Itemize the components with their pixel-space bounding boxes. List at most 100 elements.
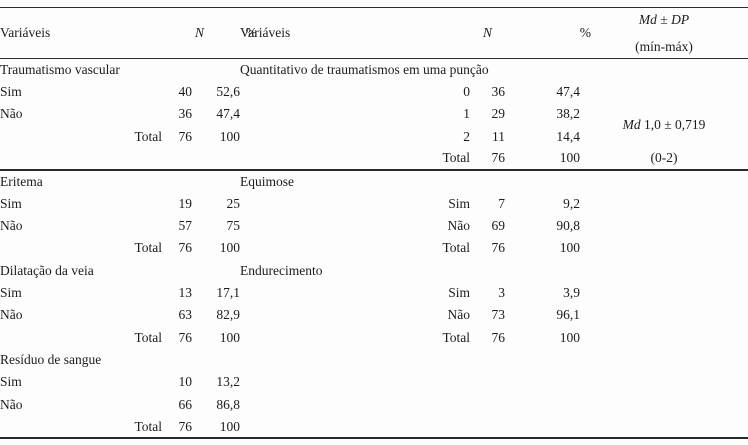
empty-cell xyxy=(240,349,470,371)
empty-cell xyxy=(470,349,505,371)
empty-cell xyxy=(580,215,748,237)
pct-value: 25 xyxy=(226,195,241,211)
section-title: Eritema xyxy=(0,173,43,189)
total-label: Total xyxy=(134,329,162,345)
total-label: Total xyxy=(442,329,470,345)
row-label: 1 xyxy=(463,106,470,122)
row-label: 2 xyxy=(463,128,470,144)
section-title: Equimose xyxy=(240,173,294,189)
n-value: 76 xyxy=(178,240,193,256)
empty-cell xyxy=(192,260,240,282)
n-value: 7 xyxy=(498,195,505,211)
row-label: Não xyxy=(0,106,23,122)
section-title: Resíduo de sangue xyxy=(0,352,102,368)
n-value: 76 xyxy=(491,240,506,256)
pct-value: 47,4 xyxy=(216,106,240,122)
total-label: Total xyxy=(134,128,162,144)
empty-cell xyxy=(240,371,470,393)
md-value: Md 1,0 ± 0,719 xyxy=(580,103,748,148)
pct-value: 86,8 xyxy=(216,396,240,412)
md-dp-label: Md ± DP xyxy=(638,12,690,27)
empty-cell xyxy=(192,170,240,192)
row-label: Não xyxy=(0,217,23,233)
n-value: 69 xyxy=(491,217,506,233)
empty-cell xyxy=(240,416,470,440)
n-value: 76 xyxy=(491,329,506,345)
n-value: 57 xyxy=(178,217,193,233)
n-header-label: N xyxy=(194,24,204,40)
n-value: 63 xyxy=(178,307,193,323)
n-value: 40 xyxy=(178,83,193,99)
col-header-pct-left: % xyxy=(192,7,257,59)
header-row: Variáveis N % Variáveis N % Md ± DP (mín… xyxy=(0,7,748,59)
n-value: 66 xyxy=(178,396,193,412)
table-row: Sim 10 13,2 xyxy=(0,371,748,393)
pct-value: 38,2 xyxy=(556,106,580,122)
n-value: 19 xyxy=(178,195,193,211)
n-value: 13 xyxy=(178,285,193,301)
row-label: Sim xyxy=(448,285,470,301)
section-title: Quantitativo de traumatismos em uma punç… xyxy=(240,61,489,77)
pct-value: 82,9 xyxy=(216,307,240,323)
empty-cell xyxy=(162,260,192,282)
col-header-variaveis-right: Variáveis xyxy=(240,7,470,59)
empty-cell xyxy=(162,147,192,172)
section-title: Endurecimento xyxy=(240,262,323,278)
empty-cell xyxy=(162,59,192,81)
pct-value: 14,4 xyxy=(556,128,580,144)
pct-value: 17,1 xyxy=(216,285,240,301)
empty-cell xyxy=(580,260,748,282)
pct-value: 100 xyxy=(219,329,240,345)
col-header-n-left: N xyxy=(162,7,204,59)
empty-cell xyxy=(470,416,505,440)
empty-cell xyxy=(505,394,580,416)
n-value: 76 xyxy=(470,147,505,172)
n-value: 76 xyxy=(178,329,193,345)
pct-value: 100 xyxy=(219,128,240,144)
empty-cell xyxy=(580,327,748,349)
n-header-label: N xyxy=(482,24,492,40)
empty-cell xyxy=(580,349,748,371)
table-row: Traumatismo vascular Quantitativo de tra… xyxy=(0,59,748,81)
n-value: 73 xyxy=(491,307,506,323)
pct-value: 13,2 xyxy=(216,374,240,390)
pct-value: 3,9 xyxy=(563,285,580,301)
table-row: Dilatação da veia Endurecimento xyxy=(0,260,748,282)
row-label: Não xyxy=(447,307,471,323)
empty-cell xyxy=(580,282,748,304)
table-row: Sim 13 17,1 Sim 3 3,9 xyxy=(0,282,748,304)
table-row: Não 57 75 Não 69 90,8 xyxy=(0,215,748,237)
row-label: Não xyxy=(447,217,471,233)
empty-cell xyxy=(580,193,748,215)
empty-cell xyxy=(162,349,192,371)
empty-cell xyxy=(505,349,580,371)
empty-cell xyxy=(580,81,748,103)
total-label: Total xyxy=(134,240,162,256)
empty-cell xyxy=(192,147,240,172)
section-title: Traumatismo vascular xyxy=(0,61,120,77)
row-label: Não xyxy=(0,307,23,323)
table-row: Total 76 100 Total 76 100 xyxy=(0,237,748,259)
col-header-pct-right: % xyxy=(505,7,591,59)
n-value: 76 xyxy=(178,128,193,144)
empty-cell xyxy=(580,59,748,81)
empty-cell xyxy=(580,170,748,192)
empty-cell xyxy=(470,371,505,393)
pct-value: 96,1 xyxy=(556,307,580,323)
pct-value: 100 xyxy=(192,416,240,440)
pct-value: 100 xyxy=(559,329,580,345)
empty-cell xyxy=(192,59,240,81)
pct-header-label: % xyxy=(245,24,257,40)
table-row: Resíduo de sangue xyxy=(0,349,748,371)
empty-cell xyxy=(580,304,748,326)
pct-value: 52,6 xyxy=(216,83,240,99)
row-label: Sim xyxy=(0,285,22,301)
pct-value: 9,2 xyxy=(563,195,580,211)
pct-value: 100 xyxy=(559,240,580,256)
n-value: 11 xyxy=(492,128,505,144)
md-stat: 1,0 ± 0,719 xyxy=(640,117,706,133)
table-row: Eritema Equimose xyxy=(0,170,748,192)
empty-cell xyxy=(505,371,580,393)
min-max-label: (mín-máx) xyxy=(635,38,693,54)
empty-cell xyxy=(580,371,748,393)
